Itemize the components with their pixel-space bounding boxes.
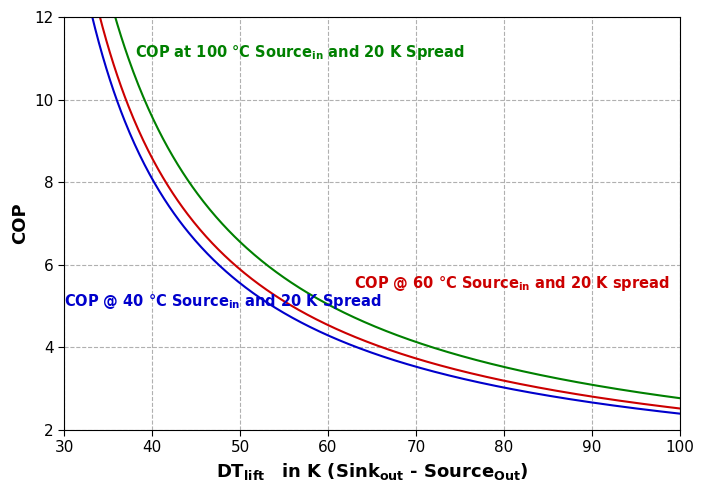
X-axis label: $\mathbf{DT}_{\mathbf{lift}}$$\;$  in K (Sink$_{\mathbf{out}}$ - Source$_{\mathb: $\mathbf{DT}_{\mathbf{lift}}$$\;$ in K (… — [216, 461, 528, 482]
Text: COP at 100 °C Source$_{\mathbf{in}}$ and 20 K Spread: COP at 100 °C Source$_{\mathbf{in}}$ and… — [135, 43, 465, 62]
Y-axis label: COP: COP — [11, 203, 29, 245]
Text: COP @ 60 °C Source$_{\mathbf{in}}$ and 20 K spread: COP @ 60 °C Source$_{\mathbf{in}}$ and 2… — [354, 274, 670, 293]
Text: COP @ 40 °C Source$_{\mathbf{in}}$ and 20 K Spread: COP @ 40 °C Source$_{\mathbf{in}}$ and 2… — [64, 292, 382, 311]
